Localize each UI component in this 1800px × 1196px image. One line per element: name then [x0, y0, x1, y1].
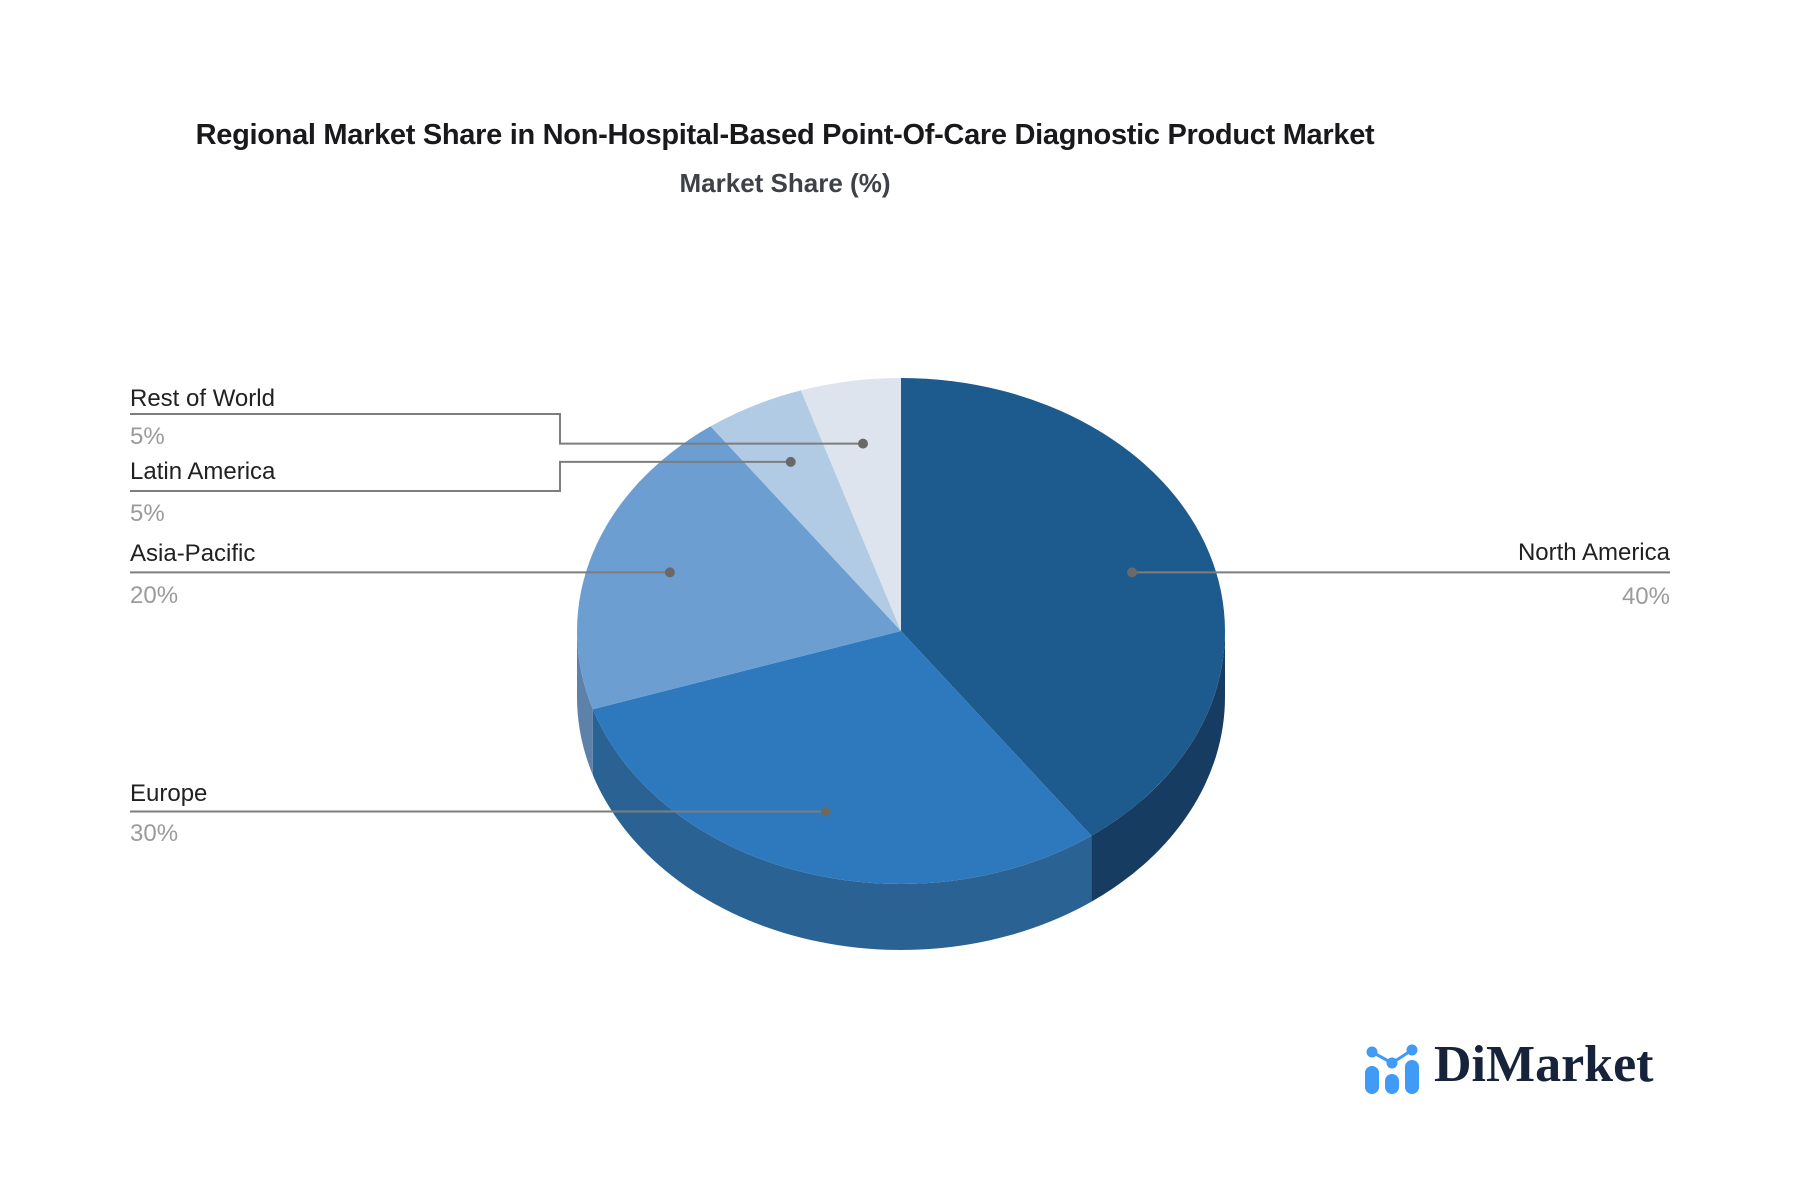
pie-slice-rest-of-world[interactable] — [800, 378, 901, 631]
slice-value-latin-america: 5% — [130, 500, 165, 527]
slice-label-rest-of-world: Rest of World — [130, 385, 275, 412]
pie-slice-side-asia-pacific — [577, 631, 593, 776]
slice-label-north-america: North America — [1517, 539, 1670, 566]
logo-text: DiMarket — [1434, 1036, 1654, 1093]
pie-slice-europe[interactable] — [592, 631, 1092, 884]
slice-value-rest-of-world: 5% — [130, 423, 165, 450]
pie-slice-asia-pacific[interactable] — [577, 426, 901, 710]
callout-dot-europe — [820, 806, 831, 817]
callout-dot-latin-america — [785, 456, 796, 467]
pie-slice-north-america[interactable] — [901, 378, 1225, 836]
slice-value-north-america: 40% — [1621, 583, 1670, 610]
slice-value-asia-pacific: 20% — [130, 582, 179, 609]
slice-value-europe: 30% — [130, 820, 179, 847]
slice-label-europe: Europe — [130, 780, 208, 807]
callout-line-latin-america — [130, 460, 791, 492]
slice-label-latin-america: Latin America — [130, 458, 276, 485]
chart-subtitle: Market Share (%) — [679, 168, 891, 198]
callout-dot-asia-pacific — [664, 567, 675, 578]
callout-dot-rest-of-world — [858, 438, 868, 449]
pie-slice-side-europe — [592, 709, 1092, 950]
bar-chart-logo-icon — [1365, 1044, 1419, 1094]
slice-label-asia-pacific: Asia-Pacific — [130, 540, 256, 567]
chart-title: Regional Market Share in Non-Hospital-Ba… — [195, 119, 1375, 151]
callout-dot-north-america — [1127, 567, 1138, 578]
pie-slice-side-north-america — [1091, 631, 1225, 902]
callout-line-rest-of-world — [130, 413, 863, 445]
pie-slice-latin-america[interactable] — [710, 390, 901, 631]
dimarket-logo[interactable]: DiMarket — [1363, 1036, 1653, 1094]
